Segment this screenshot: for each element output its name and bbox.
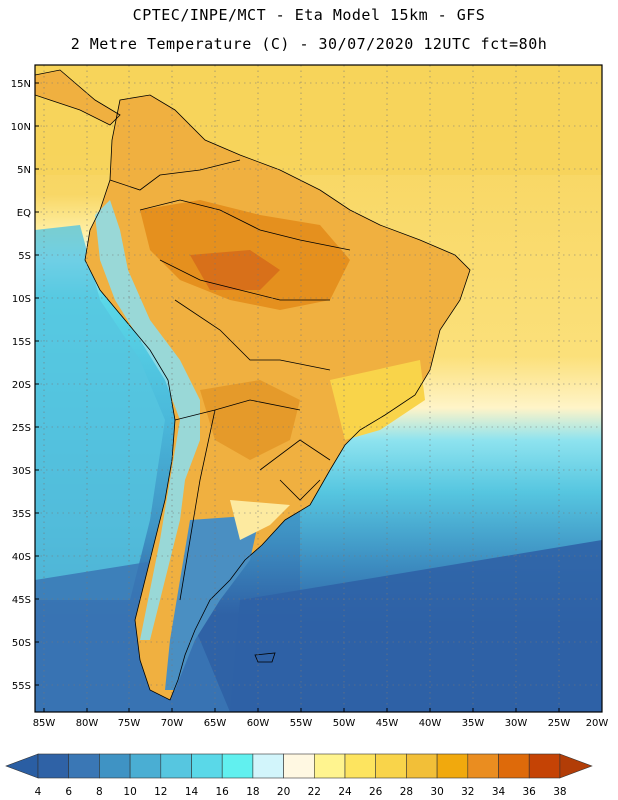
lat-label: 35S	[12, 509, 31, 520]
map-title-line2: 2 Metre Temperature (C) - 30/07/2020 12U…	[70, 35, 548, 53]
colorbar-swatch	[467, 753, 499, 779]
colorbar-swatch	[252, 753, 284, 779]
lon-label: 45W	[376, 718, 399, 729]
colorbar-swatch	[375, 753, 407, 779]
lon-label: 35W	[462, 718, 485, 729]
lon-ticks	[43, 708, 560, 712]
colorbar-label: 30	[430, 786, 443, 798]
colorbar-label: 34	[492, 786, 506, 798]
colorbar-label: 8	[96, 786, 103, 798]
colorbar: 4 6 8 10 12 14 16 18 20 22 24 26 28 30 32 34 36 38	[5, 753, 593, 798]
lat-label: 5N	[17, 165, 31, 176]
colorbar-label: 24	[338, 786, 352, 798]
colorbar-label: 12	[154, 786, 167, 798]
colorbar-swatch	[68, 753, 100, 779]
lat-label: 10N	[11, 122, 31, 133]
colorbar-swatch	[99, 753, 131, 779]
lat-label: 40S	[12, 552, 31, 563]
colorbar-swatch	[191, 753, 223, 779]
lon-label: 80W	[76, 718, 99, 729]
lat-label: 15N	[11, 79, 31, 90]
lon-label: 85W	[33, 718, 56, 729]
colorbar-label: 16	[216, 786, 230, 798]
colorbar-label: 4	[35, 786, 42, 798]
colorbar-swatch	[344, 753, 377, 779]
colorbar-label: 20	[277, 786, 290, 798]
colorbar-label: 32	[461, 786, 474, 798]
colorbar-label: 6	[65, 786, 72, 798]
lat-label: 30S	[12, 466, 31, 477]
lon-label: 30W	[505, 718, 528, 729]
lat-label: 25S	[12, 423, 31, 434]
colorbar-swatch	[528, 753, 561, 779]
graticule	[35, 65, 602, 712]
lon-label: 40W	[419, 718, 442, 729]
colorbar-arrow-low	[5, 753, 39, 779]
colorbar-label: 14	[185, 786, 199, 798]
country-borders	[35, 69, 471, 701]
colorbar-swatch	[406, 753, 438, 779]
map-field	[35, 65, 602, 712]
colorbar-arrow-high	[559, 753, 593, 779]
colorbar-label: 26	[369, 786, 383, 798]
lat-labels: 15N 10N 5N EQ 5S 10S 15S 20S 25S 30S 35S…	[11, 79, 31, 692]
lat-label: 5S	[18, 251, 31, 262]
colorbar-swatch	[37, 753, 70, 779]
lat-label: 50S	[12, 638, 31, 649]
lon-label: 60W	[247, 718, 270, 729]
lat-label: 45S	[12, 595, 31, 606]
lon-label: 20W	[586, 718, 609, 729]
colorbar-swatch	[221, 753, 254, 779]
colorbar-swatch	[313, 753, 346, 779]
lat-label: 20S	[12, 380, 31, 391]
colorbar-label: 22	[308, 786, 321, 798]
lon-label: 65W	[204, 718, 227, 729]
lon-label: 75W	[118, 718, 141, 729]
map-frame	[34, 64, 603, 713]
lon-label: 25W	[548, 718, 571, 729]
colorbar-swatch	[160, 753, 192, 779]
colorbar-label: 38	[553, 786, 566, 798]
colorbar-label: 18	[246, 786, 259, 798]
lat-ticks	[35, 82, 39, 686]
lon-label: 50W	[333, 718, 356, 729]
lat-label: 10S	[12, 294, 31, 305]
colorbar-label: 36	[523, 786, 537, 798]
lon-label: 70W	[161, 718, 184, 729]
lon-labels: 85W 80W 75W 70W 65W 60W 55W 50W 45W 40W …	[33, 718, 609, 729]
lat-label: 15S	[12, 337, 31, 348]
lat-label: EQ	[17, 208, 31, 219]
colorbar-swatch	[498, 753, 530, 779]
colorbar-swatch	[283, 753, 315, 779]
colorbar-label: 28	[400, 786, 413, 798]
colorbar-label: 10	[123, 786, 136, 798]
map-title-line1: CPTEC/INPE/MCT - Eta Model 15km - GFS	[132, 6, 486, 24]
lat-label: 55S	[12, 681, 31, 692]
colorbar-swatch	[129, 753, 162, 779]
colorbar-swatch	[436, 753, 469, 779]
lon-label: 55W	[290, 718, 313, 729]
